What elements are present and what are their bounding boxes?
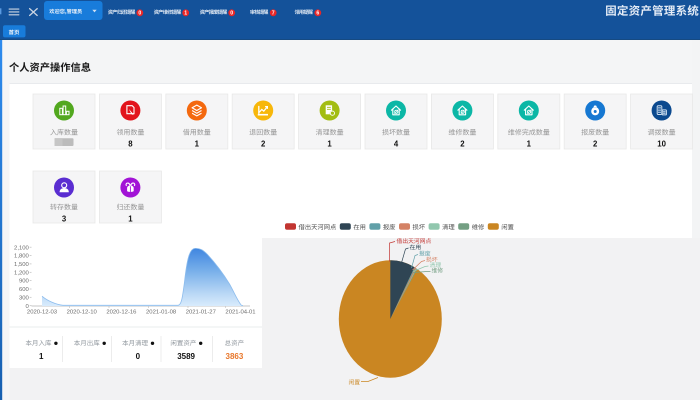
svg-text:3: 3 — [62, 214, 67, 223]
svg-text:600: 600 — [19, 287, 30, 293]
svg-text:8: 8 — [128, 139, 133, 148]
svg-text:2020-12-03: 2020-12-03 — [27, 310, 58, 316]
svg-text:1: 1 — [527, 139, 532, 148]
svg-text:0: 0 — [138, 11, 141, 17]
svg-text:2: 2 — [593, 139, 598, 148]
svg-text:1: 1 — [195, 139, 200, 148]
svg-text:2021-01-27: 2021-01-27 — [186, 310, 216, 316]
svg-text:300: 300 — [19, 295, 30, 301]
svg-text:1,200: 1,200 — [14, 270, 29, 276]
svg-text:0: 0 — [230, 11, 233, 17]
svg-text:1: 1 — [39, 352, 44, 361]
svg-text:0: 0 — [136, 352, 141, 361]
svg-text:7: 7 — [272, 11, 275, 17]
svg-text:4: 4 — [394, 139, 399, 148]
svg-text:2021-01-08: 2021-01-08 — [146, 310, 177, 316]
svg-text:0: 0 — [26, 304, 30, 310]
svg-text:6: 6 — [316, 11, 319, 17]
svg-text:900: 900 — [19, 279, 30, 285]
svg-text:2,100: 2,100 — [14, 245, 29, 251]
svg-text:2: 2 — [460, 139, 465, 148]
svg-text:2: 2 — [261, 139, 266, 148]
svg-text:1: 1 — [184, 11, 187, 17]
svg-text:1: 1 — [327, 139, 332, 148]
svg-text:3863: 3863 — [226, 352, 244, 361]
svg-text:1,800: 1,800 — [14, 254, 29, 260]
svg-text:10: 10 — [657, 139, 666, 148]
svg-text:3589: 3589 — [177, 352, 195, 361]
svg-text:2021-04-01: 2021-04-01 — [225, 310, 255, 316]
svg-text:1: 1 — [128, 214, 133, 223]
svg-text:2020-12-10: 2020-12-10 — [67, 310, 98, 316]
svg-text:2020-12-16: 2020-12-16 — [106, 310, 137, 316]
svg-text:1,500: 1,500 — [14, 262, 29, 268]
